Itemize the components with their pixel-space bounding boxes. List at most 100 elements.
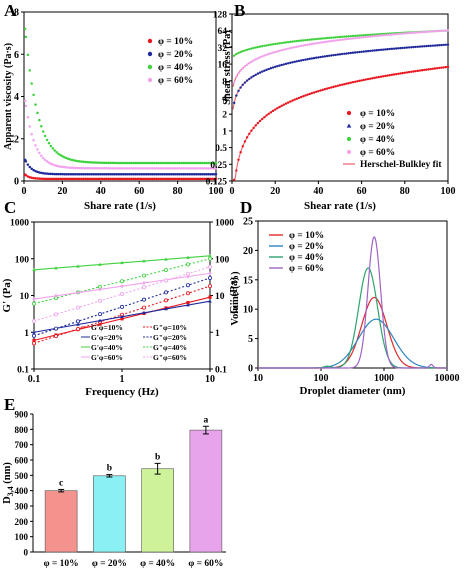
data-point (120, 177, 124, 181)
data-point (310, 92, 314, 95)
data-point (248, 77, 251, 81)
plot-frame (257, 220, 448, 369)
y-tick-label: 32 (218, 44, 228, 54)
data-point (40, 177, 43, 180)
data-point (336, 39, 340, 42)
data-point (54, 334, 59, 339)
data-point (325, 36, 329, 40)
data-point (362, 36, 365, 39)
data-point (401, 71, 404, 75)
data-point (153, 161, 156, 165)
data-point (334, 39, 337, 42)
legend-marker (346, 136, 352, 142)
data-point (410, 31, 413, 35)
data-point (126, 167, 129, 170)
data-point (160, 167, 164, 170)
data-point (315, 42, 318, 45)
data-point (76, 327, 81, 332)
data-point (250, 47, 253, 50)
data-point (49, 144, 53, 148)
data-point (343, 52, 346, 55)
data-point (86, 160, 89, 164)
data-point (334, 85, 337, 88)
y-tick-label: 700 (15, 440, 29, 450)
data-point (132, 172, 135, 176)
data-point (54, 312, 59, 317)
y-tick-label: 1 (24, 329, 29, 339)
data-point (82, 160, 85, 164)
data-point (141, 297, 146, 302)
data-point (425, 68, 428, 71)
data-point (306, 38, 309, 42)
data-point (425, 44, 428, 48)
data-point (293, 46, 296, 49)
data-point (166, 161, 170, 165)
data-point (444, 43, 448, 46)
data-point (98, 318, 102, 322)
data-point (325, 40, 329, 43)
data-point (70, 166, 74, 170)
data-point (446, 43, 450, 46)
data-point (254, 124, 257, 127)
data-point (64, 172, 68, 176)
data-point (45, 177, 49, 181)
data-point (315, 56, 318, 59)
data-point (120, 260, 124, 265)
data-point (34, 169, 37, 173)
data-point (64, 156, 68, 160)
data-point (89, 172, 93, 176)
data-point (30, 132, 33, 136)
data-point (282, 63, 286, 66)
data-point (340, 52, 344, 56)
data-point (41, 130, 45, 133)
data-point (258, 119, 262, 123)
data-point (442, 29, 445, 32)
data-point (61, 165, 64, 169)
data-point (245, 79, 249, 82)
data-point (141, 273, 146, 278)
data-point (103, 167, 106, 170)
data-point (263, 54, 266, 57)
data-point (185, 271, 190, 276)
data-point (338, 38, 342, 42)
data-point (438, 66, 441, 70)
data-point (328, 36, 331, 40)
x-axis-label: Droplet diameter (nm) (300, 385, 406, 397)
y2-tick-label: 0.1 (215, 366, 227, 376)
data-point (120, 304, 125, 309)
data-point (38, 151, 41, 155)
data-point (137, 167, 141, 170)
data-point (212, 172, 216, 176)
data-point (23, 27, 27, 31)
data-point (47, 161, 51, 164)
y-tick-label: 10 (20, 292, 30, 302)
y-tick-label: 20 (243, 246, 253, 257)
data-point (38, 171, 41, 174)
data-point (343, 35, 346, 38)
data-point (45, 138, 49, 142)
data-point (265, 44, 268, 47)
data-point (63, 165, 66, 169)
data-point (295, 97, 298, 100)
data-point (186, 300, 190, 305)
data-point (271, 43, 275, 46)
data-point (416, 31, 419, 34)
data-point (427, 44, 430, 48)
data-point (284, 62, 288, 66)
y-axis-label: Shear stress (Pa) (222, 30, 233, 105)
data-point (403, 46, 406, 49)
data-point (284, 41, 288, 44)
data-point (120, 284, 124, 289)
data-point (178, 161, 181, 165)
data-point (78, 160, 81, 163)
data-point (364, 78, 368, 81)
legend-marker (346, 149, 352, 155)
data-point (208, 172, 212, 176)
data-point (160, 177, 164, 181)
data-point (416, 45, 419, 48)
data-point (207, 172, 210, 176)
data-point (134, 172, 137, 176)
data-point (267, 112, 270, 116)
data-point (91, 167, 95, 170)
data-point (105, 177, 108, 181)
